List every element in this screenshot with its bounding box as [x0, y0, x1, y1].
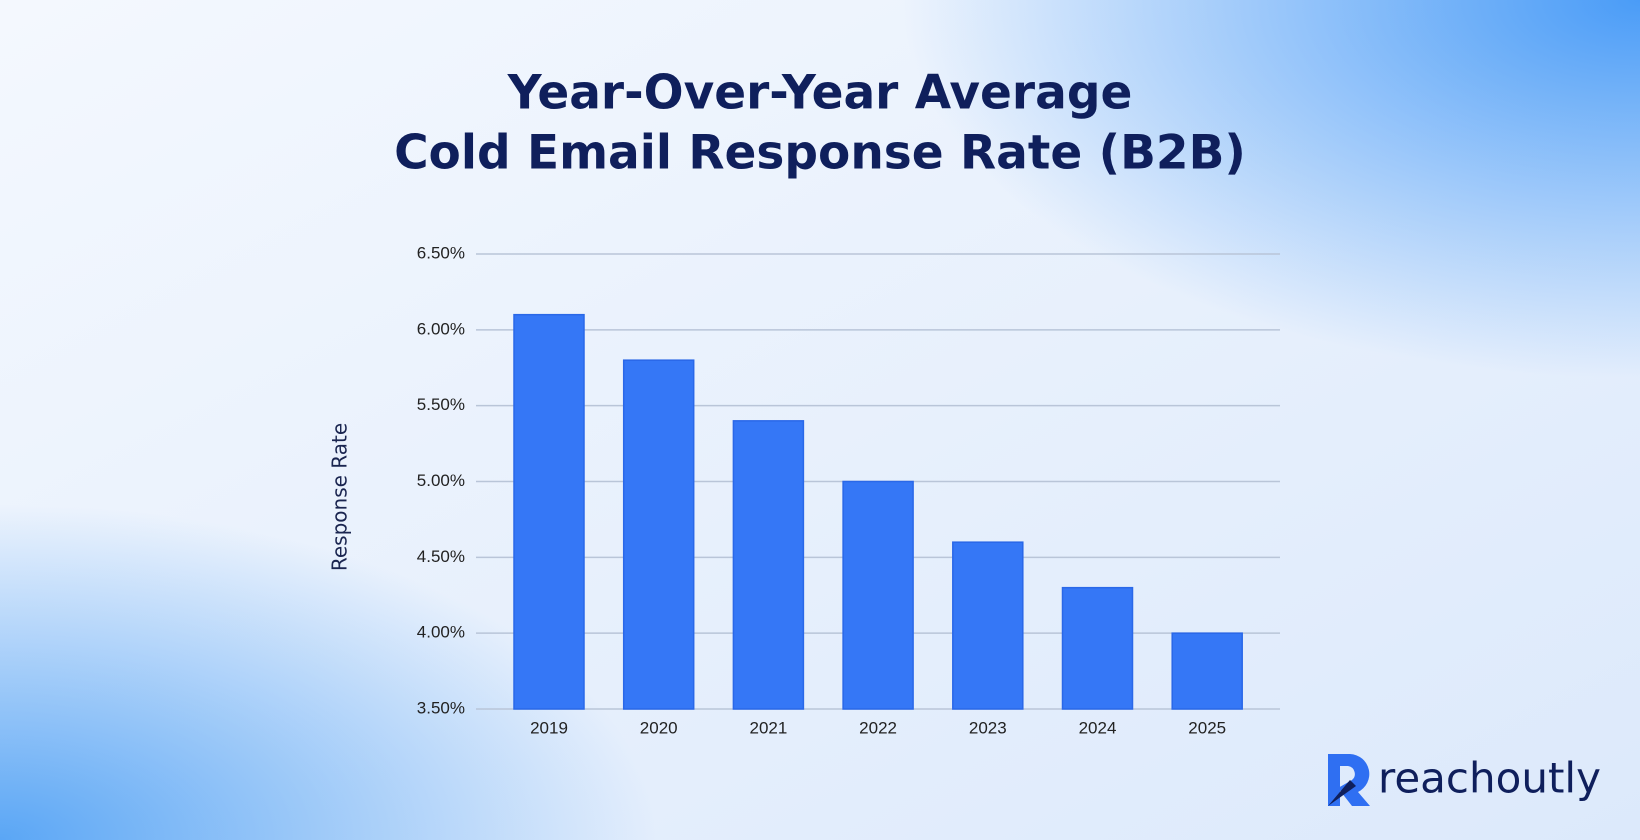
bar	[842, 480, 914, 710]
x-tick-label: 2021	[749, 718, 787, 737]
x-tick-label: 2024	[1079, 718, 1117, 737]
x-tick-label: 2023	[969, 718, 1007, 737]
logo-icon	[1328, 754, 1370, 806]
x-tick-label: 2019	[530, 718, 568, 737]
bar	[1171, 632, 1243, 710]
bar	[952, 541, 1024, 710]
y-tick-label: 6.50%	[417, 243, 465, 262]
bar	[513, 313, 585, 710]
y-axis-label: Response Rate	[328, 423, 352, 571]
chart-title: Cold Email Response Rate (B2B)	[394, 126, 1246, 181]
y-tick-label: 5.50%	[417, 395, 465, 414]
x-tick-label: 2022	[859, 718, 897, 737]
bar	[1061, 586, 1134, 710]
logo-icon	[1328, 780, 1356, 806]
y-tick-label: 6.00%	[417, 319, 465, 338]
y-tick-label: 4.00%	[417, 623, 465, 642]
x-tick-label: 2020	[640, 718, 678, 737]
y-tick-label: 4.50%	[417, 547, 465, 566]
brand-name: reachoutly	[1378, 754, 1601, 803]
logo: reachoutly	[1328, 754, 1601, 806]
chart-title: Year-Over-Year Average	[507, 66, 1133, 121]
y-tick-label: 5.00%	[417, 471, 465, 490]
bar	[622, 359, 695, 710]
bar	[732, 420, 805, 710]
y-tick-label: 3.50%	[417, 698, 465, 717]
x-tick-label: 2025	[1188, 718, 1226, 737]
